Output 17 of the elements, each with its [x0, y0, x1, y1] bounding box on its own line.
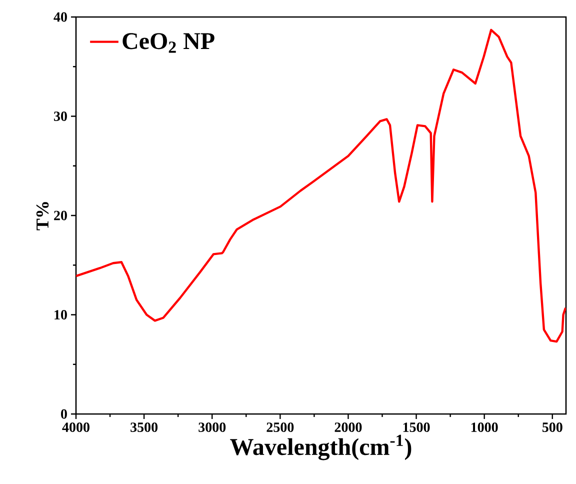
y-tick-label: 0: [61, 409, 67, 419]
x-tick-label: 3000: [198, 422, 226, 432]
y-axis-title: T%: [36, 202, 49, 230]
x-tick-label: 500: [542, 422, 562, 432]
x-tick-label: 4000: [62, 422, 90, 432]
x-tick-label: 2500: [266, 422, 294, 432]
x-tick-label: 1000: [471, 422, 498, 432]
y-tick-label: 30: [54, 112, 67, 121]
y-tick-label: 20: [54, 210, 67, 220]
y-tick-label: 40: [54, 12, 67, 22]
x-axis-title: Wavelength(cm$^{-1}$): [230, 434, 412, 460]
x-tick-label: 3500: [130, 422, 158, 432]
x-tick-label: 2000: [334, 422, 362, 432]
y-tick-label: 10: [54, 310, 67, 320]
line-series: [76, 28, 566, 343]
legend-label: CeO$_{2}$ NP: [122, 33, 214, 53]
x-tick-label: 1500: [403, 422, 430, 432]
